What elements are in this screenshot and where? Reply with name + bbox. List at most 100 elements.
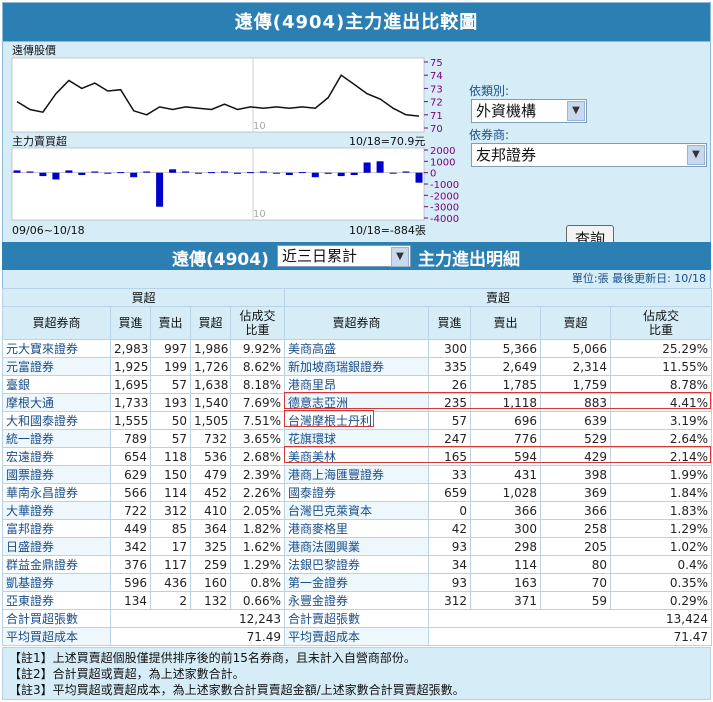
unit-update-line: 單位:張 最後更新日: 10/18 <box>2 270 711 288</box>
category-select[interactable]: 外資機構 ▼ <box>471 99 587 123</box>
price-tick-label: 75 <box>430 58 443 69</box>
total-sell-label: 合計賣超張數 <box>284 609 429 628</box>
table-row: 大和國泰證券 1,555 50 1,505 7.51% 台灣摩根士丹利 57 696 639 3.… <box>2 411 712 430</box>
table-cell: 1.99% <box>610 465 712 484</box>
category-label: 依類別: <box>469 84 510 98</box>
broker-name[interactable]: 美商高盛 <box>284 339 429 358</box>
net-bar <box>91 171 99 173</box>
broker-name[interactable]: 國泰證券 <box>284 483 429 502</box>
table-cell: 594 <box>470 447 541 466</box>
col-header: 賣超 <box>540 306 611 340</box>
table-cell: 259 <box>190 555 231 574</box>
table-cell: 17 <box>150 537 191 556</box>
broker-name[interactable]: 新加坡商瑞銀證券 <box>284 357 429 376</box>
table-cell: 2.68% <box>230 447 285 466</box>
table-cell: 33 <box>428 465 471 484</box>
table-cell: 536 <box>190 447 231 466</box>
broker-name[interactable]: 富邦證券 <box>2 519 111 538</box>
table-cell: 0 <box>428 501 471 520</box>
table-cell: 7.51% <box>230 411 285 430</box>
table-cell: 566 <box>110 483 151 502</box>
table-cell: 1,505 <box>190 411 231 430</box>
col-header: 買超券商 <box>2 306 111 340</box>
table-cell: 431 <box>470 465 541 484</box>
net-bar <box>389 172 397 174</box>
net-bar <box>117 172 125 174</box>
net-bar <box>234 172 241 174</box>
table-row: 華南永昌證券 566 114 452 2.26% 國泰證券 659 1,028 369 1.84% <box>2 483 712 502</box>
broker-name[interactable]: 群益金鼎證券 <box>2 555 111 574</box>
broker-name[interactable]: 元富證券 <box>2 357 111 376</box>
table-cell: 114 <box>150 483 191 502</box>
col-header: 賣出 <box>470 306 541 340</box>
date-range: 09/06~10/18 <box>12 224 85 237</box>
table-cell: 5,066 <box>540 339 611 358</box>
broker-name[interactable]: 統一證券 <box>2 429 111 448</box>
broker-name[interactable]: 宏遠證券 <box>2 447 111 466</box>
table-cell: 1,726 <box>190 357 231 376</box>
table-cell: 1,986 <box>190 339 231 358</box>
broker-name[interactable]: 國票證券 <box>2 465 111 484</box>
net-bar <box>65 170 73 173</box>
broker-name[interactable]: 花旗環球 <box>284 429 429 448</box>
broker-name[interactable]: 港商上海匯豐證券 <box>284 465 429 484</box>
net-info: 10/18=-884張 <box>349 224 426 237</box>
broker-name[interactable]: 台灣摩根士丹利 <box>284 411 429 430</box>
broker-name[interactable]: 美商美林 <box>284 447 429 466</box>
broker-name[interactable]: 港商法國興業 <box>284 537 429 556</box>
broker-name[interactable]: 元大寶來證券 <box>2 339 111 358</box>
table-row: 摩根大通 1,733 193 1,540 7.69% 德意志亞洲 235 1,118 883 4.… <box>2 393 712 412</box>
table-cell: 1.02% <box>610 537 712 556</box>
table-row: 群益金鼎證券 376 117 259 1.29% 法銀巴黎證券 34 114 80 0.4% <box>2 555 712 574</box>
net-tick-label: -1000 <box>430 180 459 191</box>
broker-name[interactable]: 第一金證券 <box>284 573 429 592</box>
table-cell: 342 <box>110 537 151 556</box>
broker-name[interactable]: 臺銀 <box>2 375 111 394</box>
broker-select[interactable]: 友邦證券 ▼ <box>471 143 707 167</box>
table-cell: 2.14% <box>610 447 712 466</box>
table-cell: 235 <box>428 393 471 412</box>
table-cell: 366 <box>470 501 541 520</box>
table-cell: 300 <box>428 339 471 358</box>
broker-name[interactable]: 大和國泰證券 <box>2 411 111 430</box>
net-bar <box>13 170 21 173</box>
table-cell: 2.64% <box>610 429 712 448</box>
broker-name[interactable]: 法銀巴黎證券 <box>284 555 429 574</box>
table-cell: 163 <box>470 573 541 592</box>
broker-name[interactable]: 摩根大通 <box>2 393 111 412</box>
broker-name[interactable]: 大華證券 <box>2 501 111 520</box>
table-cell: 2.05% <box>230 501 285 520</box>
category-value: 外資機構 <box>476 102 537 120</box>
footnote: 【註3】平均買超或賣超成本，為上述家數合計買賣超金額/上述家數合計買賣超張數。 <box>9 683 465 697</box>
table-cell: 452 <box>190 483 231 502</box>
table-cell: 150 <box>150 465 191 484</box>
period-select[interactable]: 近三日累計 ▼ <box>277 245 411 267</box>
main-netflow-label: 主力賣買超 <box>12 134 67 148</box>
table-cell: 1.82% <box>230 519 285 538</box>
net-bar <box>285 172 293 175</box>
detail-header: 遠傳(4904) 近三日累計 ▼ 主力進出明細 <box>2 242 711 270</box>
avg-buy-label: 平均買超成本 <box>2 627 111 646</box>
table-cell: 722 <box>110 501 151 520</box>
broker-name[interactable]: 台灣巴克萊資本 <box>284 501 429 520</box>
net-bar <box>39 172 47 177</box>
broker-name[interactable]: 亞東證券 <box>2 591 111 610</box>
broker-name[interactable]: 凱基證券 <box>2 573 111 592</box>
net-bar <box>104 172 112 174</box>
table-cell: 398 <box>540 465 611 484</box>
table-cell: 25.29% <box>610 339 712 358</box>
table-row: 大華證券 722 312 410 2.05% 台灣巴克萊資本 0 366 366 1.83% <box>2 501 712 520</box>
broker-name[interactable]: 永豐金證券 <box>284 591 429 610</box>
price-tick-label: 70 <box>430 124 443 135</box>
net-bar <box>402 171 410 173</box>
broker-name[interactable]: 日盛證券 <box>2 537 111 556</box>
table-cell: 369 <box>540 483 611 502</box>
table-cell: 1,555 <box>110 411 151 430</box>
total-buy-label: 合計買超張數 <box>2 609 111 628</box>
broker-name[interactable]: 華南永昌證券 <box>2 483 111 502</box>
broker-name[interactable]: 德意志亞洲 <box>284 393 429 412</box>
table-cell: 732 <box>190 429 231 448</box>
broker-name[interactable]: 港商麥格里 <box>284 519 429 538</box>
broker-name[interactable]: 港商里昂 <box>284 375 429 394</box>
footnotes: 【註1】上述買賣超個股僅提供排序後的前15名券商，且未計入自營商部份。 【註2】… <box>2 647 711 700</box>
